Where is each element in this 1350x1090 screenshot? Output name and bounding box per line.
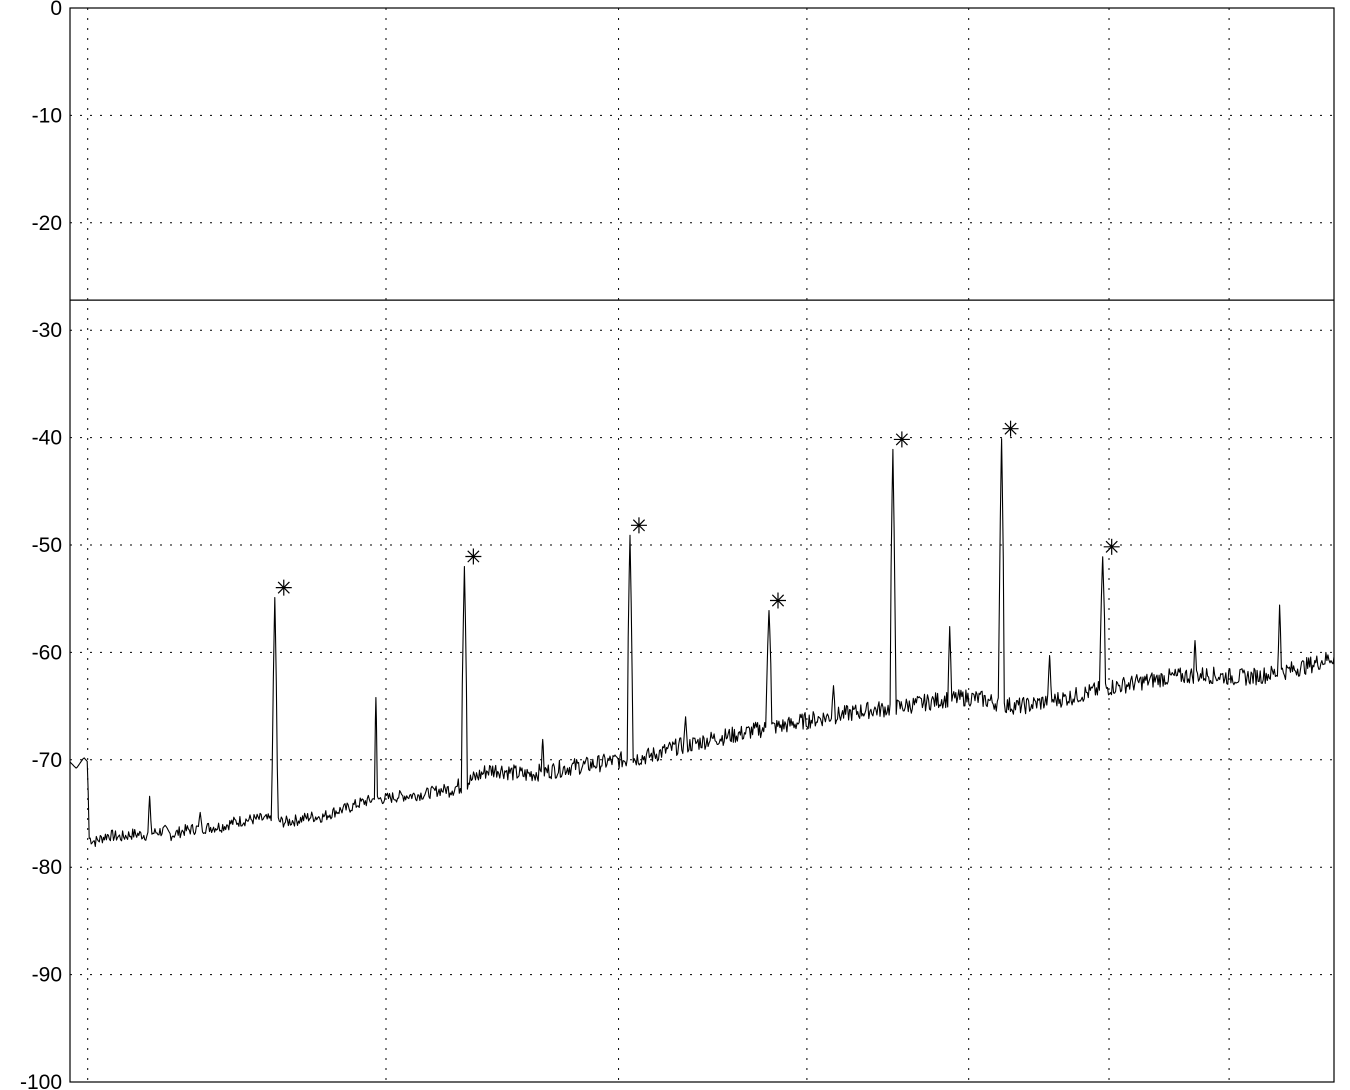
peak-marker-stroke [771, 594, 785, 607]
y-tick-label: -50 [32, 534, 62, 557]
peak-marker-stroke [895, 433, 908, 446]
y-tick-label: -40 [32, 427, 62, 450]
peak-marker [769, 592, 786, 609]
y-tick-label: -100 [20, 1071, 62, 1090]
peak-marker [893, 431, 910, 448]
peak-marker-stroke [632, 519, 646, 532]
peak-marker-stroke [467, 550, 480, 563]
peak-marker [465, 548, 482, 565]
y-tick-label: -60 [32, 641, 62, 664]
grid-layer [70, 8, 1334, 1082]
y-tick-labels: 0 -10 -20 -30 -40 -50 -60 -70 -80 -90 -100 [20, 0, 62, 1090]
peak-marker-stroke [277, 581, 290, 594]
peak-marker [1103, 538, 1120, 555]
y-tick-label: -70 [32, 749, 62, 772]
peak-marker [1002, 420, 1019, 437]
peak-marker-stroke [1105, 540, 1118, 553]
spectrum-trace [69, 438, 1335, 847]
y-tick-label: -90 [32, 964, 62, 987]
y-tick-label: -30 [32, 319, 62, 342]
peak-marker [275, 579, 292, 596]
peak-marker-stroke [1004, 422, 1017, 435]
y-tick-label: -20 [32, 212, 62, 235]
y-tick-label: -10 [32, 104, 62, 127]
y-tick-label: 0 [50, 0, 62, 20]
plot-frame [69, 7, 1335, 1083]
trace-layer [69, 438, 1335, 847]
peak-marker [630, 517, 647, 534]
y-tick-label: -80 [32, 856, 62, 879]
peak-markers [275, 420, 1120, 609]
